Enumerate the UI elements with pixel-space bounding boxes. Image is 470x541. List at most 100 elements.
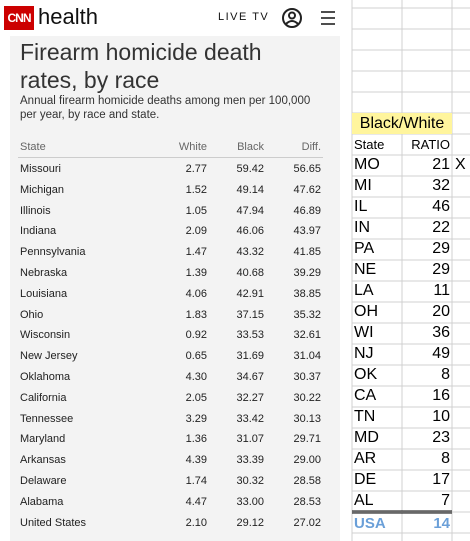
sheet-header: State	[354, 137, 385, 152]
table-cell: 29.71	[293, 433, 321, 446]
table-cell: 1.52	[185, 183, 207, 196]
table-cell: 28.53	[293, 495, 321, 508]
state-name: Wisconsin	[20, 329, 71, 342]
sheet-ratio: 32	[432, 177, 450, 194]
state-name: Maryland	[20, 433, 66, 446]
sheet-total-value: 14	[433, 515, 450, 532]
sheet-state: PA	[354, 240, 375, 257]
table-cell: 42.91	[236, 287, 264, 300]
table-cell: 2.05	[185, 391, 207, 404]
sheet-state: AR	[354, 450, 377, 467]
sheet-title: Black/White	[352, 113, 452, 134]
sheet-state: LA	[354, 282, 374, 299]
sheet-ratio: 29	[432, 261, 450, 278]
sheet-ratio: 22	[432, 219, 450, 236]
sheet-state: CA	[354, 387, 377, 404]
sheet-state: IL	[354, 198, 368, 215]
section-name[interactable]: health	[38, 4, 98, 29]
table-cell: 33.00	[236, 495, 264, 508]
sheet-ratio: 49	[432, 345, 450, 362]
table-cell: 59.42	[236, 163, 264, 175]
table-cell: 4.39	[185, 454, 207, 467]
state-name: United States	[20, 516, 87, 529]
table-cell: 2.77	[185, 163, 207, 175]
table-cell: 2.09	[185, 225, 207, 238]
state-name: Oklahoma	[20, 371, 71, 383]
sheet-state: NE	[354, 261, 377, 278]
table-cell: 40.68	[236, 267, 264, 279]
table-cell: 30.13	[293, 412, 321, 425]
sheet-state: OH	[354, 303, 378, 320]
live-tv[interactable]: LIVE TV	[218, 11, 270, 23]
column-header: White	[178, 141, 207, 153]
table-cell: 4.06	[185, 287, 207, 300]
table-cell: 47.62	[293, 183, 321, 196]
table-cell: 34.67	[236, 371, 264, 383]
sheet-ratio: 10	[432, 408, 450, 425]
table-cell: 1.05	[185, 204, 207, 217]
table-cell: 2.10	[185, 516, 207, 529]
sheet-marker: X	[455, 156, 466, 173]
table-cell: 38.85	[293, 287, 321, 300]
table-cell: 1.36	[185, 433, 207, 446]
table-cell: 47.94	[236, 204, 264, 217]
sheet-state: OK	[354, 366, 378, 383]
table-cell: 1.47	[185, 246, 207, 259]
article-subtitle: Annual firearm homicide deaths among men…	[20, 95, 311, 121]
table-cell: 32.61	[293, 329, 321, 342]
table-cell: 30.22	[293, 391, 321, 404]
sheet-ratio: 7	[441, 492, 450, 509]
table-cell: 3.29	[185, 412, 207, 425]
table-cell: 31.07	[236, 433, 264, 446]
state-name: Indiana	[20, 225, 57, 238]
table-cell: 49.14	[236, 183, 264, 196]
state-name: Missouri	[20, 163, 61, 175]
table-cell: 33.53	[236, 329, 264, 342]
header-rule	[18, 157, 323, 158]
sheet-state: IN	[354, 219, 370, 236]
menu-icon[interactable]	[321, 11, 335, 25]
sheet-ratio: 11	[433, 282, 450, 299]
sheet-state: DE	[354, 471, 377, 488]
table-cell: 39.29	[293, 267, 321, 279]
table-cell: 32.27	[236, 391, 264, 404]
sheet-state: MI	[354, 177, 372, 194]
sheet-ratio: 46	[432, 198, 450, 215]
table-cell: 0.65	[185, 350, 207, 363]
table-cell: 28.58	[293, 475, 321, 487]
table-cell: 46.89	[293, 204, 321, 217]
state-name: Ohio	[20, 308, 44, 321]
sheet-ratio: 29	[432, 240, 450, 257]
sheet-state: TN	[354, 408, 376, 425]
sheet-state: WI	[354, 324, 374, 341]
state-name: Alabama	[20, 495, 64, 508]
sheet-ratio: 8	[441, 450, 450, 467]
top-bar	[0, 0, 345, 36]
sheet-ratio: 23	[432, 429, 450, 446]
column-header: State	[20, 141, 46, 153]
article-title: Firearm homicide death rates, by race	[20, 39, 262, 93]
state-name: Michigan	[20, 183, 65, 196]
article-panel	[10, 36, 340, 541]
column-header: Black	[237, 141, 264, 153]
table-cell: 41.85	[293, 246, 321, 259]
user-icon[interactable]	[282, 8, 302, 28]
table-cell: 4.30	[185, 371, 207, 383]
nav-icons	[282, 8, 335, 28]
sheet-ratio: 21	[432, 156, 450, 173]
table-cell: 43.32	[236, 246, 264, 259]
state-name: California	[20, 391, 67, 404]
column-header: Diff.	[301, 141, 321, 153]
sheet-state: MD	[354, 429, 379, 446]
table-cell: 30.32	[236, 475, 264, 487]
sheet-ratio: 36	[432, 324, 450, 341]
sheet-ratio: 16	[432, 387, 450, 404]
sheet-ratio: 17	[432, 471, 450, 488]
table-cell: 1.74	[185, 475, 207, 487]
table-cell: 33.39	[236, 454, 264, 467]
state-name: New Jersey	[20, 350, 78, 363]
logo[interactable]: CNN	[4, 6, 34, 30]
table-cell: 29.12	[236, 516, 264, 529]
table-cell: 27.02	[293, 516, 321, 529]
